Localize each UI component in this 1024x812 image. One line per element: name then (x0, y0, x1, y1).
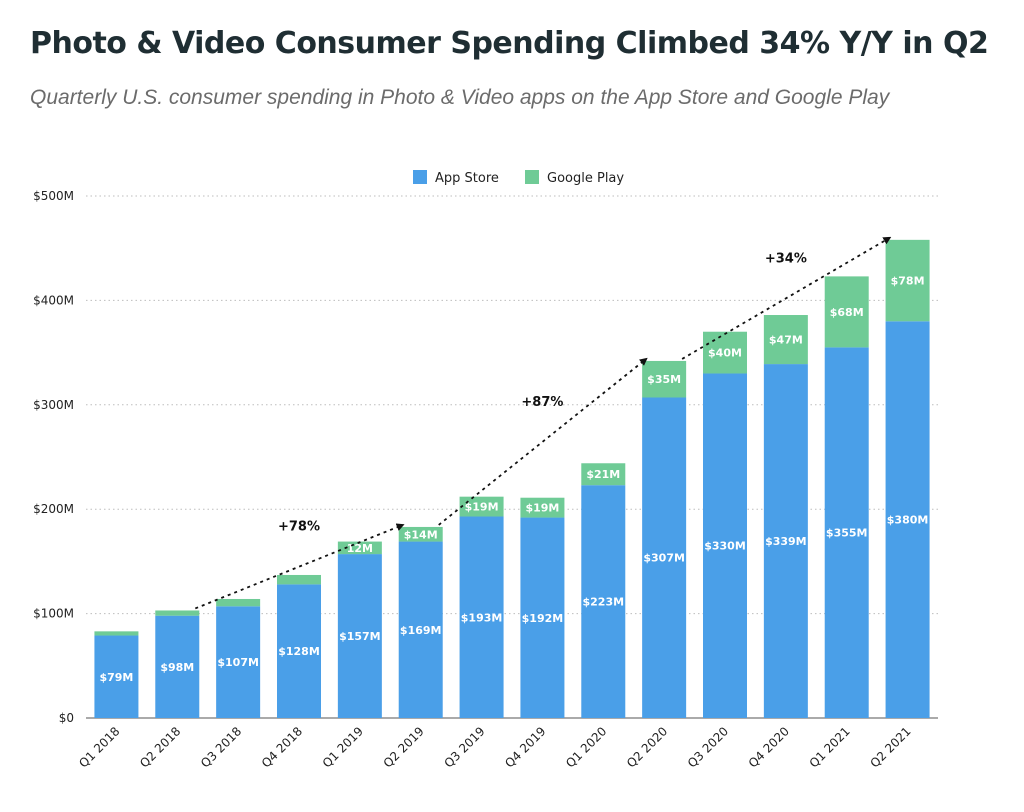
legend-label-google-play: Google Play (547, 171, 624, 186)
bars-layer: $79M $98M $107M $128M $157M 12M $169M $14M $193M… (94, 239, 930, 718)
bar-app-store (763, 364, 808, 718)
bar-app-store (337, 554, 382, 718)
x-axis: Q1 2018 Q2 2018 Q3 2018 Q4 2018 Q1 2019 Q2 20… (76, 724, 913, 770)
bar-app-store (459, 516, 504, 718)
bar-google-play (216, 598, 261, 607)
data-label: 12M (347, 542, 373, 555)
legend-swatch-google-play (525, 170, 539, 184)
y-tick-label: $400M (33, 293, 74, 307)
data-label: $169M (400, 624, 442, 637)
data-label: $128M (278, 645, 320, 658)
bar-app-store (703, 373, 747, 718)
bar-google-play (642, 360, 687, 398)
y-tick-label: $100M (33, 607, 74, 621)
x-tick-label: Q3 2018 (198, 724, 244, 770)
x-tick-label: Q4 2020 (746, 724, 792, 770)
x-tick-label: Q1 2019 (320, 724, 366, 770)
bar-app-store (520, 517, 565, 718)
data-label: $98M (160, 661, 194, 674)
x-tick-label: Q1 2018 (76, 724, 122, 770)
bar-app-store (277, 584, 321, 718)
annotation-layer: +78% +87% +34% (194, 236, 892, 610)
x-tick-label: Q1 2021 (807, 724, 853, 770)
growth-arrow (194, 523, 405, 610)
chart-subtitle: Quarterly U.S. consumer spending in Phot… (30, 86, 890, 109)
data-label: $40M (708, 347, 742, 360)
bar-google-play (155, 610, 200, 616)
data-label: $193M (461, 611, 503, 624)
bar-app-store (824, 347, 869, 718)
bar-app-store (885, 321, 930, 718)
x-tick-label: Q2 2021 (867, 724, 913, 770)
data-label: $192M (522, 612, 564, 625)
x-tick-label: Q4 2019 (502, 724, 548, 770)
y-tick-label: $300M (33, 398, 74, 412)
bar-google-play (337, 541, 382, 555)
data-label: $355M (826, 527, 868, 540)
data-label: $339M (765, 535, 807, 548)
y-tick-label: $200M (33, 502, 74, 516)
data-label: $330M (704, 540, 746, 553)
data-label: $21M (586, 468, 620, 481)
data-label: $223M (583, 596, 625, 609)
growth-arrow (438, 357, 648, 526)
data-label: $68M (830, 306, 864, 319)
bar-google-play (520, 497, 565, 518)
bar-app-store (216, 606, 261, 718)
bar-app-store (398, 541, 443, 718)
bar-google-play (398, 526, 443, 542)
data-label: $157M (339, 630, 381, 643)
data-label: $19M (465, 501, 499, 514)
x-tick-label: Q1 2020 (563, 724, 609, 770)
bar-google-play (824, 276, 869, 348)
chart-title: Photo & Video Consumer Spending Climbed … (30, 26, 989, 61)
data-label: $35M (647, 373, 681, 386)
bar-app-store (642, 397, 687, 718)
data-label: $78M (891, 275, 925, 288)
bar-google-play (703, 331, 747, 374)
data-label: $19M (525, 502, 559, 515)
legend-label-app-store: App Store (435, 171, 499, 186)
growth-label: +34% (765, 251, 807, 266)
bar-google-play (885, 239, 930, 322)
x-tick-label: Q2 2019 (381, 724, 427, 770)
bar-google-play (459, 496, 504, 517)
bar-google-play (581, 463, 626, 486)
data-label: $79M (99, 671, 133, 684)
data-label: $380M (887, 514, 929, 527)
legend-swatch-app-store (413, 170, 427, 184)
bar-app-store (94, 635, 139, 718)
x-tick-label: Q4 2018 (259, 724, 305, 770)
growth-label: +78% (278, 520, 320, 535)
x-tick-label: Q2 2018 (137, 724, 183, 770)
legend: App Store Google Play (413, 170, 624, 186)
x-tick-label: Q3 2020 (685, 724, 731, 770)
bar-google-play (763, 315, 808, 365)
data-label: $107M (217, 656, 259, 669)
growth-arrow (681, 236, 892, 360)
bar-google-play (277, 574, 321, 585)
growth-label: +87% (521, 395, 563, 410)
data-label: $14M (404, 528, 438, 541)
y-tick-label: $0 (59, 711, 74, 725)
data-label: $47M (769, 334, 803, 347)
x-tick-label: Q3 2019 (441, 724, 487, 770)
bar-google-play (94, 631, 139, 636)
bar-app-store (155, 615, 200, 718)
x-tick-label: Q2 2020 (624, 724, 670, 770)
bar-app-store (581, 485, 626, 718)
y-tick-label: $500M (33, 189, 74, 203)
data-label: $307M (643, 552, 685, 565)
